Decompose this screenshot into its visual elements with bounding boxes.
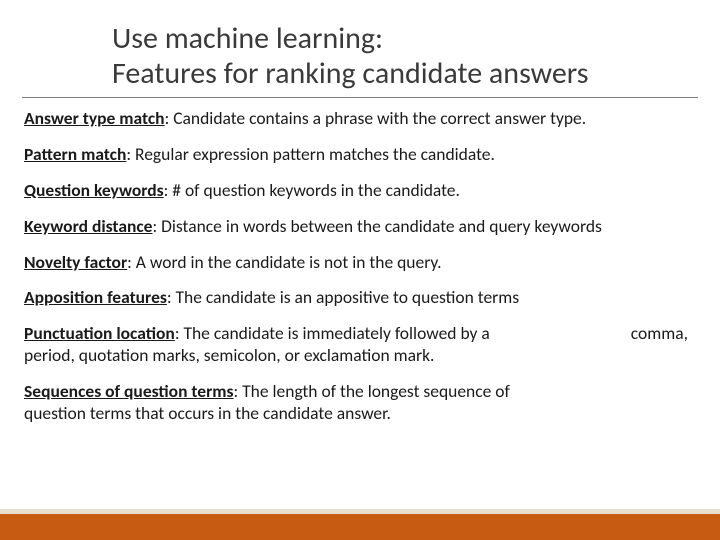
feature-desc-line1: : The candidate is immediately followed … — [175, 322, 490, 344]
feature-label: Keyword distance — [24, 215, 152, 237]
feature-desc: : Regular expression pattern matches the… — [126, 143, 495, 165]
slide: Use machine learning: Features for ranki… — [0, 0, 720, 540]
title-line-1: Use machine learning: — [112, 22, 698, 57]
slide-title: Use machine learning: Features for ranki… — [112, 22, 698, 91]
title-line-2: Features for ranking candidate answers — [112, 57, 698, 92]
feature-desc: : # of question keywords in the candidat… — [164, 179, 460, 201]
feature-label: Pattern match — [24, 143, 126, 165]
title-divider — [22, 97, 698, 98]
feature-desc: : A word in the candidate is not in the … — [127, 251, 441, 273]
feature-desc: : Candidate contains a phrase with the c… — [165, 107, 587, 129]
feature-item: Keyword distance: Distance in words betw… — [24, 216, 694, 238]
feature-label: Sequences of question terms — [24, 380, 234, 402]
feature-label: Novelty factor — [24, 251, 127, 273]
feature-desc: : The candidate is an appositive to ques… — [167, 286, 519, 308]
feature-label: Answer type match — [24, 107, 165, 129]
feature-label: Apposition features — [24, 286, 167, 308]
feature-desc-line2: period, quotation marks, semicolon, or e… — [24, 345, 694, 367]
feature-desc: : Distance in words between the candidat… — [152, 215, 601, 237]
feature-item: Pattern match: Regular expression patter… — [24, 144, 694, 166]
feature-item-sequences: Sequences of question terms: The length … — [24, 381, 564, 425]
feature-label: Punctuation location — [24, 322, 175, 344]
feature-label: Question keywords — [24, 179, 164, 201]
feature-item: Answer type match: Candidate contains a … — [24, 108, 694, 130]
feature-item: Apposition features: The candidate is an… — [24, 287, 694, 309]
footer-accent-bar — [0, 514, 720, 540]
feature-item-punctuation: Punctuation location: The candidate is i… — [24, 323, 694, 367]
feature-item: Question keywords: # of question keyword… — [24, 180, 694, 202]
feature-item: Novelty factor: A word in the candidate … — [24, 252, 694, 274]
feature-desc-stray: comma, — [631, 323, 694, 345]
feature-list: Answer type match: Candidate contains a … — [22, 108, 698, 425]
